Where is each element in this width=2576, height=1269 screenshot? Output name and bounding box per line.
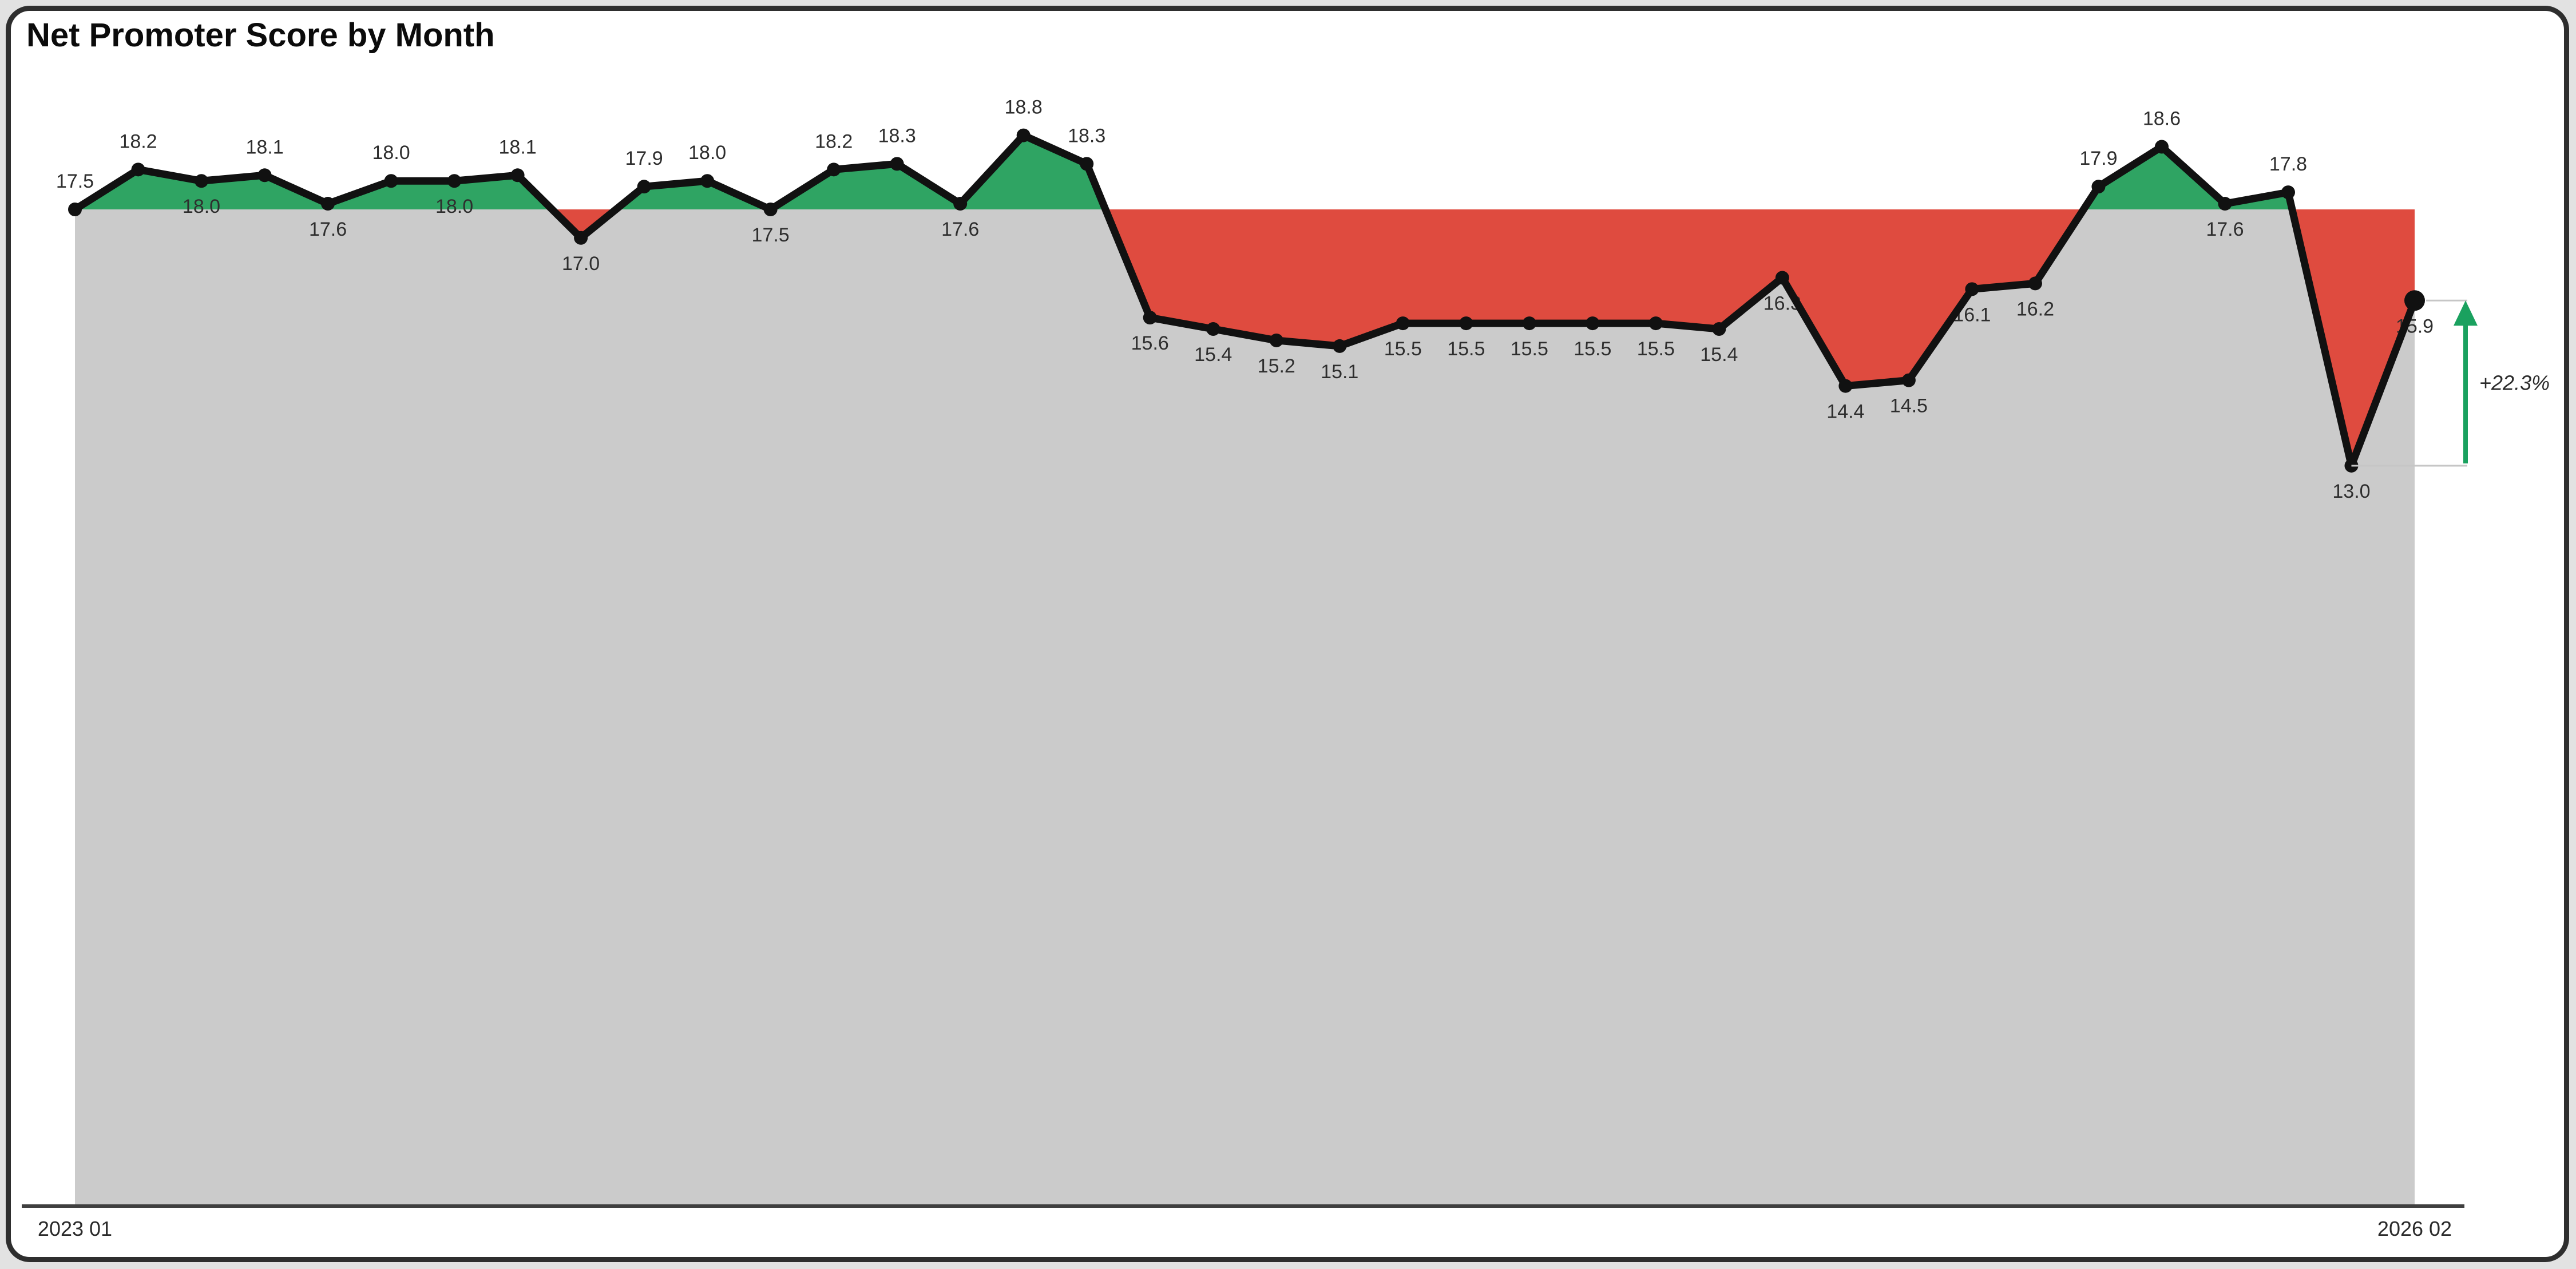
data-label: 17.5 <box>752 224 790 246</box>
data-label: 18.0 <box>372 142 410 164</box>
data-point-marker <box>953 197 968 211</box>
data-point-marker <box>574 231 588 245</box>
data-label: 18.1 <box>499 136 537 158</box>
data-label: 17.9 <box>2079 148 2117 169</box>
data-point-marker <box>321 197 335 211</box>
data-label: 15.5 <box>1637 338 1675 360</box>
data-label: 15.1 <box>1321 361 1358 383</box>
data-label: 17.0 <box>562 253 600 275</box>
data-point-marker <box>827 162 841 177</box>
data-label: 15.5 <box>1447 338 1485 360</box>
data-point-marker <box>447 174 462 188</box>
data-point-marker <box>1522 316 1536 331</box>
data-label: 18.8 <box>1005 97 1043 118</box>
data-point-marker <box>68 203 82 216</box>
data-point-marker <box>890 157 904 171</box>
data-point-marker <box>1775 271 1789 285</box>
data-label: 17.8 <box>2269 153 2307 175</box>
data-label: 15.5 <box>1574 338 1611 360</box>
data-point-marker <box>1586 316 1600 331</box>
data-label: 18.6 <box>2143 108 2181 130</box>
data-point-marker <box>1901 373 1916 387</box>
data-point-marker <box>1965 282 1979 296</box>
data-label: 15.4 <box>1700 344 1738 366</box>
data-label: 18.0 <box>688 142 726 164</box>
last-point-marker <box>2404 290 2425 311</box>
data-label: 16.2 <box>2016 298 2054 320</box>
data-point-marker <box>700 174 715 188</box>
data-label: 14.5 <box>1890 395 1928 417</box>
data-point-marker <box>1080 157 1094 171</box>
data-point-marker <box>1333 339 1347 353</box>
data-point-marker <box>1269 333 1283 347</box>
data-label: 17.9 <box>625 148 663 169</box>
data-point-marker <box>1712 322 1726 336</box>
data-point-marker <box>1838 379 1853 393</box>
data-label: 17.6 <box>309 219 347 240</box>
data-point-marker <box>1016 128 1031 142</box>
data-label: 18.3 <box>1068 125 1105 146</box>
chart-area-green <box>75 135 2415 209</box>
data-label: 17.5 <box>56 170 94 192</box>
data-point-marker <box>2091 180 2106 194</box>
data-label: 14.4 <box>1826 401 1864 423</box>
data-point-marker <box>195 174 209 188</box>
delta-arrow-head <box>2454 300 2478 326</box>
data-label: 18.3 <box>878 125 916 146</box>
data-point-marker <box>510 168 525 183</box>
data-label: 18.0 <box>435 196 473 217</box>
data-point-marker <box>637 180 651 194</box>
data-point-marker <box>1459 316 1473 331</box>
data-point-marker <box>2281 185 2295 200</box>
data-point-marker <box>257 168 272 183</box>
data-point-marker <box>763 203 778 216</box>
chart-area-gray <box>75 209 2415 1206</box>
data-point-marker <box>2154 140 2169 154</box>
data-label: 17.6 <box>2206 219 2244 240</box>
data-point-marker <box>1396 316 1410 331</box>
x-axis-label-start: 2023 01 <box>38 1217 112 1240</box>
data-point-marker <box>1206 322 1220 336</box>
chart-title: Net Promoter Score by Month <box>26 17 495 54</box>
data-label: 18.1 <box>245 136 283 158</box>
data-label: 18.2 <box>815 130 853 152</box>
data-label: 18.0 <box>183 196 220 217</box>
data-label: 15.5 <box>1384 338 1422 360</box>
data-point-marker <box>1143 311 1157 325</box>
nps-line <box>71 132 2419 470</box>
data-label: 15.5 <box>1511 338 1548 360</box>
x-axis-label-end: 2026 02 <box>2377 1217 2452 1240</box>
data-point-marker <box>1648 316 1663 331</box>
data-label: 15.6 <box>1131 332 1169 354</box>
chart-area-red <box>75 209 2415 466</box>
data-label: 15.4 <box>1194 344 1232 366</box>
data-point-marker <box>2218 197 2232 211</box>
data-point-marker <box>2028 276 2042 291</box>
data-label: 17.6 <box>941 219 979 240</box>
data-label: 18.2 <box>119 130 157 152</box>
data-point-marker <box>384 174 398 188</box>
data-label: 15.2 <box>1258 355 1295 377</box>
delta-label: +22.3% <box>2479 371 2550 395</box>
data-point-marker <box>131 162 145 177</box>
data-label: 13.0 <box>2332 481 2370 502</box>
